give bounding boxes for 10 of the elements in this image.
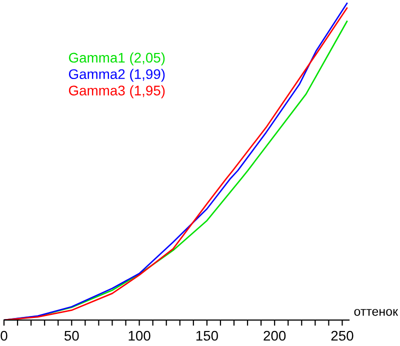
x-tick-label: 200 xyxy=(264,330,286,341)
x-tick-label: 50 xyxy=(64,330,79,341)
x-tick-label: 150 xyxy=(196,330,218,341)
x-axis-title: оттенок xyxy=(354,309,398,316)
x-tick-label: 0 xyxy=(0,330,8,341)
x-tick-label: 100 xyxy=(128,330,150,341)
text: Gamma1 (2,05) xyxy=(68,52,165,66)
text: Gamma2 (1,99) xyxy=(68,68,165,82)
x-tick-label: 250 xyxy=(331,330,354,341)
text: Gamma3 (1,95) xyxy=(68,85,165,98)
